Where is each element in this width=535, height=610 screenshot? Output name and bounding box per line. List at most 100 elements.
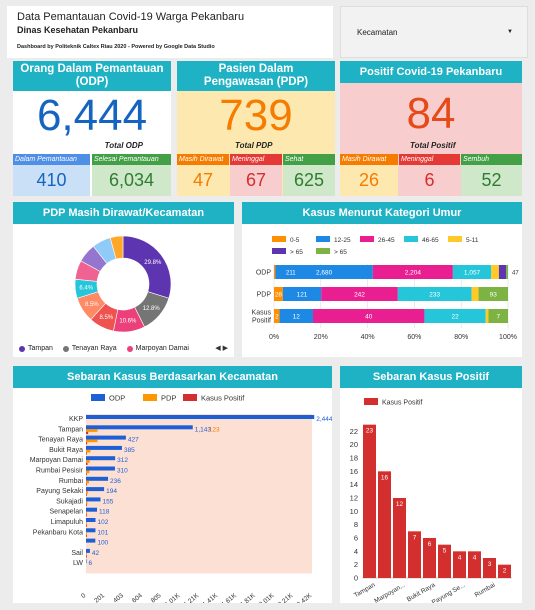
legend-dot-icon — [62, 345, 69, 352]
kec-odp-label-7: 194 — [106, 488, 117, 495]
umur-bar-0-0 — [274, 265, 276, 279]
umur-bar-0-1 — [275, 265, 373, 279]
donut-legend-item-1[interactable]: Tenayan Raya — [62, 345, 117, 352]
positif-sub-dirawat: Masih Dirawat 26 — [340, 154, 398, 196]
kec-odp-label-2: 427 — [128, 437, 139, 444]
pos-bar-label-2: 12 — [396, 501, 404, 508]
kec-pdp-bar-10 — [86, 522, 87, 525]
donut-slice-label-1: 12.8% — [143, 306, 161, 312]
odp-title: Orang Dalam Pemantauan (ODP) — [13, 61, 171, 91]
kec-odp-bar-13 — [86, 548, 90, 553]
kec-category-label-1: Tampan — [58, 426, 83, 433]
pos-xlabel-3: Payung Se... — [431, 582, 467, 603]
positif-chart-panel: Sebaran Kasus Positif Kasus Positif 0 2 4 6 8… — [340, 366, 522, 603]
kec-positif-bar-8 — [86, 504, 87, 507]
dashboard-title: Data Pemantauan Covid-19 Warga Pekanbaru — [17, 11, 245, 23]
umur-bar-label-1-0: 28 — [275, 292, 283, 299]
positif-sub-sembuh: Sembuh 52 — [461, 154, 522, 196]
kec-plot-background — [86, 414, 312, 574]
umur-xtick-2: 40% — [361, 334, 375, 341]
kec-category-label-8: Sukajadi — [56, 498, 83, 505]
positif-title: Positif Covid-19 Pekanbaru — [340, 61, 522, 83]
pos-ytick-10: 20 — [350, 440, 358, 449]
pdp-sub-sehat: Sehat 625 — [283, 154, 335, 196]
donut-legend-item-0[interactable]: Tampan — [19, 345, 53, 352]
kec-xtick-8: 1.61K — [220, 592, 238, 603]
kec-odp-label-1: 1,143 — [195, 426, 212, 433]
donut-slice-label-4: 8.5% — [85, 302, 99, 308]
donut-slice-label-0: 29.8% — [144, 260, 162, 266]
pdp-title: Pasien Dalam Pengawasan (PDP) — [177, 61, 335, 91]
umur-xtick-1: 20% — [314, 334, 328, 341]
donut-legend-item-2[interactable]: Marpoyan Damai — [126, 345, 189, 352]
umur-bar-label-2-3: 22 — [451, 314, 459, 321]
kec-odp-bar-7 — [86, 487, 105, 492]
pos-bar-2 — [393, 498, 406, 578]
umur-chart: 0-5 12-25 26-45 46-65 5-11 > 65 > 65 0% 20% 40% 60… — [252, 236, 519, 341]
kec-odp-bar-12 — [86, 538, 96, 543]
kec-xtick-10: 2.01K — [258, 592, 276, 603]
kec-pdp-bar-1 — [86, 429, 98, 432]
pos-bar-5 — [438, 544, 451, 578]
kec-category-label-4: Marpoyan Damai — [30, 457, 84, 464]
umur-category-label-1-0: PDP — [257, 292, 272, 299]
pos-bar-label-1: 16 — [381, 474, 389, 481]
pos-bar-4 — [423, 538, 436, 578]
kec-pdp-bar-6 — [86, 480, 89, 484]
kec-pdp-bar-13 — [86, 552, 87, 556]
umur-bar-label-2-6: 7 — [496, 314, 500, 321]
pos-bar-label-8: 3 — [488, 561, 492, 568]
kec-pdp-bar-3 — [86, 449, 91, 453]
kec-legend-label-0: ODP — [109, 394, 125, 403]
umur-bar-0-4 — [491, 265, 499, 279]
pos-xlabel-4: Rumbai — [474, 582, 497, 599]
kecamatan-filter-dropdown[interactable]: Kecamatan ▼ — [340, 6, 528, 58]
donut-chart: 29.8% 12.8% 10.6% 8.5% 8.5% 6.4% — [74, 235, 172, 333]
kec-category-label-0: KKP — [69, 416, 83, 423]
odp-total-label: Total ODP — [104, 141, 143, 150]
odp-sub-selesai: Selesai Pemantauan 6,034 — [92, 154, 171, 196]
umur-extra-label-1: 47 — [512, 271, 519, 277]
kec-positif-bar-6 — [86, 483, 87, 486]
umur-legend-swatch-0 — [272, 236, 286, 242]
kec-pdp-label-1: 123 — [209, 426, 220, 433]
pos-bar-8 — [483, 558, 496, 578]
pos-ytick-0: 0 — [354, 574, 358, 583]
donut-legend-pager[interactable]: ◀ ▶ — [215, 345, 228, 352]
umur-bar-label-2-0: 2 — [275, 314, 279, 321]
kec-pdp-bar-7 — [86, 491, 88, 494]
filter-label: Kecamatan — [357, 28, 398, 37]
kec-odp-label-11: 101 — [97, 529, 108, 536]
pos-ytick-11: 22 — [350, 427, 358, 436]
kec-xtick-9: 1.81K — [239, 592, 257, 603]
kec-xtick-3: 604 — [131, 592, 144, 603]
umur-bar-label-1-2: 242 — [354, 292, 365, 299]
kec-positif-bar-10 — [86, 524, 87, 527]
donut-slice-label-2: 10.6% — [119, 319, 137, 325]
pos-ytick-5: 10 — [350, 507, 358, 516]
umur-legend-swatch-6 — [316, 248, 330, 254]
kec-xtick-12: 2.42K — [296, 592, 314, 603]
kec-positif-bar-1 — [86, 431, 89, 435]
kec-odp-label-5: 310 — [117, 468, 128, 475]
pos-ytick-9: 18 — [350, 454, 358, 463]
kec-pdp-bar-5 — [86, 470, 90, 474]
pos-xlabel-0: Tampan — [353, 581, 377, 599]
odp-sub-dalam: Dalam Pemantauan 410 — [13, 154, 90, 196]
pos-legend-label: Kasus Positif — [382, 400, 423, 407]
umur-bar-label-2-1: 12 — [293, 314, 301, 321]
pos-bar-0 — [363, 424, 376, 578]
umur-xtick-4: 80% — [454, 334, 468, 341]
umur-xtick-0: 0% — [269, 334, 279, 341]
kec-category-label-2: Tenayan Raya — [38, 437, 83, 444]
kec-legend-swatch-0 — [91, 394, 105, 401]
kec-odp-bar-9 — [86, 507, 98, 512]
pos-ytick-7: 14 — [350, 480, 358, 489]
umur-bar-label-0-3: 1,057 — [464, 270, 481, 277]
positif-total-label: Total Positif — [410, 141, 456, 150]
chevron-down-icon[interactable]: ▼ — [507, 29, 513, 35]
umur-category-label-2-0: Kasus — [252, 310, 272, 317]
odp-total: 6,444 — [36, 91, 148, 140]
positif-total: 84 — [406, 89, 456, 138]
kec-xtick-4: 805 — [150, 592, 163, 603]
